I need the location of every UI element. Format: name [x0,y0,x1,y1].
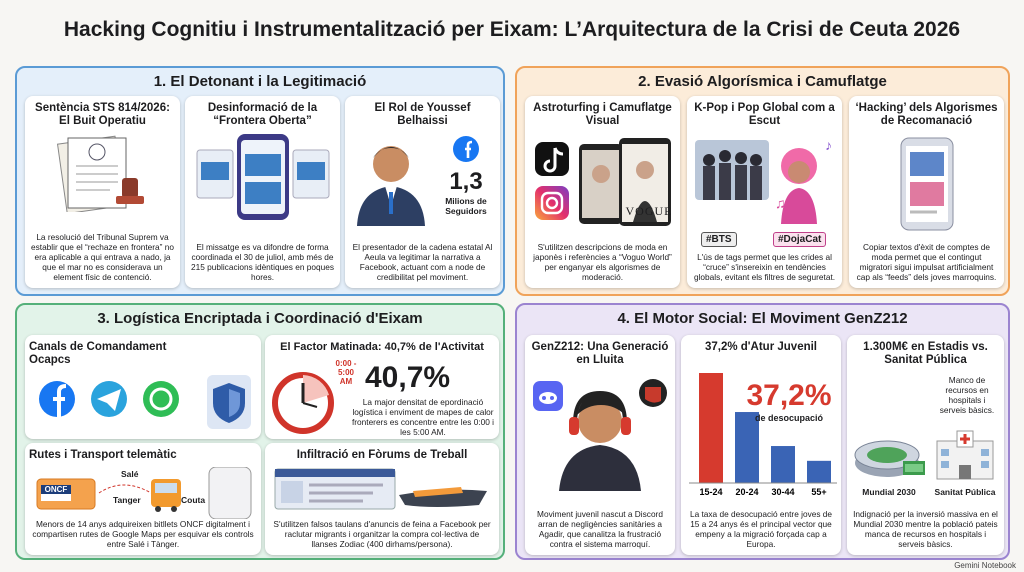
card-title: 37,2% d'Atur Juvenil [704,341,818,353]
social-illustration [535,138,671,226]
label: Mundial 2030 [862,487,916,497]
card-text: L'ús de tags permet que les crides al “c… [693,252,836,282]
section-title: 2. Evasió Algorísmica i Camuflatge [638,73,887,90]
x-tick-label: 30-44 [771,487,794,497]
card: Infiltració en Fòrums de Treball S'utili… [265,443,499,555]
card: K-Pop i Pop Global com a Escut ♪ ♫ #BTS #… [687,96,842,288]
phone-illustration [900,137,954,231]
card-title: ‘Hacking’ dels Algorismes de Recomanació [855,102,998,127]
card: Sentència STS 814/2026: El Buit Operatiu… [25,96,180,288]
card-title: Sentència STS 814/2026: El Buit Operatiu [35,102,170,127]
x-tick-label: 55+ [811,487,826,497]
card: ‘Hacking’ dels Algorismes de Recomanació… [849,96,1004,288]
page-title: Hacking Cognitiu i Instrumentalització p… [63,18,961,41]
section: 2. Evasió Algorísmica i Camuflatge Astro… [515,66,1010,296]
presenter-illustration [357,146,425,226]
card-title: Infiltració en Fòrums de Treball [296,449,468,461]
card-text: S'utilitzen falsos taulans d'anuncis de … [273,519,491,549]
card-title: 1.300M€ en Estadis vs. Sanitat Pública [863,341,988,366]
bar [807,460,831,483]
section-title: 1. El Detonant i la Legitimació [153,73,367,90]
clock-illustration [272,372,334,434]
facebook-icon [453,136,479,162]
tag: #DojaCat [773,232,827,247]
x-tick-label: 20-24 [735,487,758,497]
card-title: Canals de Comandament Ocapcs [29,341,167,366]
forum-illustration [274,468,487,510]
card-text: Indignació per la inversió massiva en el… [853,509,998,549]
kpop-illustration: ♪♫ [695,137,832,224]
section-title: 3. Logística Encriptada i Coordinació d'… [97,310,423,327]
x-tick-label: 15-24 [699,487,722,497]
stadium-hospital-illustration [854,430,994,480]
card: Desinformació de la “Frontera Oberta” El… [185,96,340,288]
stat: 37,2% [746,379,832,412]
stat-label: de desocupació [754,413,824,423]
tag: #BTS [701,232,737,247]
card: GenZ212: Una Generació en Lluita Movimen… [525,335,675,555]
route-stop: Couta [181,495,206,505]
clock-label: 0:00 - 5:00 AM [335,359,357,386]
card-text: Copiar textos d'èxit de comptes de moda … [856,242,997,282]
document-illustration [56,135,144,212]
bar [735,412,759,483]
app-icons [39,375,251,429]
section-title: 4. El Motor Social: El Moviment GenZ212 [617,310,908,327]
card-title: Desinformació de la “Frontera Oberta” [207,102,318,127]
card: Canals de Comandament Ocapcs [25,335,261,439]
card-title: Rutes i Transport telemàtic [29,449,177,461]
card-title: El Rol de Youssef Belhaissi [374,102,471,127]
card-title: GenZ212: Una Generació en Lluita [531,341,669,366]
svg-text:♫: ♫ [775,195,786,211]
label: Sanitat Pública [934,487,996,497]
stat-label: Milions de Seguidors [445,196,487,216]
card-title: El Factor Matinada: 40,7% de l'Activitat [280,341,484,353]
card: Rutes i Transport telemàtic ONCF Salé Ta… [25,443,261,555]
section: 4. El Motor Social: El Moviment GenZ212 … [515,303,1010,560]
stat: 40,7% [365,361,451,394]
card-title: Astroturfing i Camuflatge Visual [533,102,672,127]
card: El Rol de Youssef Belhaissi 1,3 Milions … [345,96,500,288]
svg-text:♪: ♪ [825,137,832,153]
route-stop: Tanger [113,495,141,505]
card-title: K-Pop i Pop Global com a Escut [694,102,835,127]
stat: 1,3 [449,168,483,195]
card-text: Moviment juvenil nascut a Discord arran … [537,509,663,549]
ticket-label: ONCF [41,485,71,494]
route-stop: Salé [121,469,139,479]
footer: Gemini Notebook [954,561,1016,570]
section: 3. Logística Encriptada i Coordinació d'… [15,303,505,560]
bar [699,373,723,483]
bar-chart: 15-24 20-24 30-44 55+ [689,373,837,497]
phone-illustration [196,134,330,220]
card-text: Menors de 14 anys adquireixen bitllets O… [32,519,254,549]
card: El Factor Matinada: 40,7% de l'Activitat… [265,335,499,439]
genz-illustration [533,379,667,491]
card: 37,2% d'Atur Juvenil 15-24 20-24 30-44 55+ … [681,335,841,555]
card: 1.300M€ en Estadis vs. Sanitat Pública M… [847,335,1004,555]
card-text: La resolució del Tribunal Suprem va esta… [31,232,174,282]
bar [771,446,795,483]
card-text: El missatge es va difondre de forma coor… [191,242,334,282]
card-text: La taxa de desocupació entre joves de 15… [689,509,833,549]
card-text: La major densitat de epordinació logísti… [351,397,495,437]
badge: VOGUE [625,204,673,218]
section: 1. El Detonant i la Legitimació Sentènci… [15,66,505,296]
card: Astroturfing i Camuflatge Visual VOGUE S… [525,96,680,288]
card-text: El presentador de la cadena estatal Al A… [352,242,493,282]
card-text: S'utilitzen descripcions de moda en japo… [533,242,672,282]
note: Manco de recursos en hospitals i serveis… [939,375,995,415]
